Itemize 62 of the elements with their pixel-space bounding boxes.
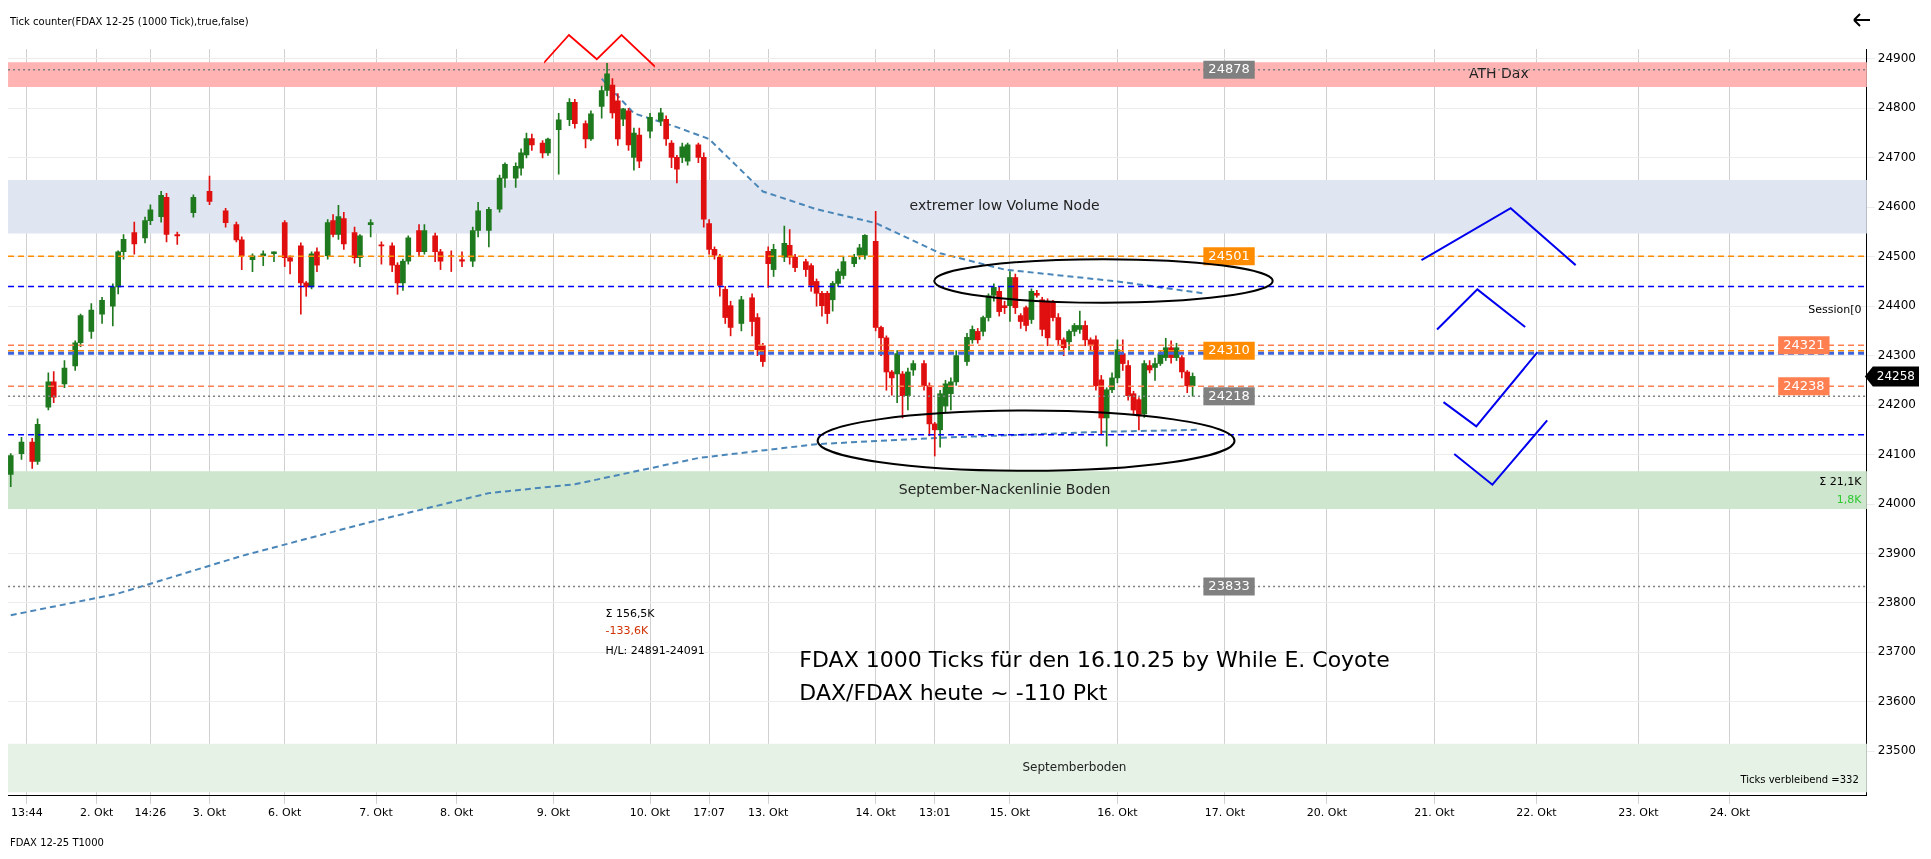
y-tick-label: 23600: [1877, 693, 1917, 708]
ref-line-label: 24878: [1208, 61, 1250, 77]
annotation: Ticks verbleibend =332: [1739, 773, 1859, 785]
text: 24258: [1876, 368, 1916, 383]
annotation: DAX/FDAX heute ~ -110 Pkt: [799, 680, 1108, 706]
x-tick-label: 10. Okt: [629, 806, 671, 820]
text: FDAX 12-25 T1000: [10, 836, 104, 848]
x-tick-label: 13:44: [11, 806, 43, 820]
x-tick-label: 2. Okt: [80, 806, 115, 820]
y-tick-label: 24100: [1877, 446, 1917, 461]
y-tick-label: 24300: [1877, 347, 1917, 362]
x-tick-label: 13. Okt: [748, 806, 790, 820]
x-tick-label: 22. Okt: [1516, 806, 1558, 820]
x-tick-label: 17. Okt: [1204, 806, 1246, 820]
x-tick-label: 6. Okt: [268, 806, 303, 820]
ref-line-label: 23833: [1208, 577, 1250, 593]
line-series: [9, 428, 1199, 617]
annotation: Σ 21,1K: [1819, 474, 1863, 488]
annotation: Session[0: [1808, 302, 1862, 316]
band-label: ATH Dax: [1468, 65, 1529, 82]
y-tick-label: 24500: [1877, 248, 1917, 263]
band-label: Septemberboden: [1022, 760, 1127, 775]
y-tick-label: 24000: [1877, 496, 1917, 511]
ref-line-label: 24218: [1208, 387, 1250, 403]
annotation: FDAX 1000 Ticks für den 16.10.25 by While E. Coyote: [799, 647, 1390, 672]
annotation: -133,6K: [605, 624, 649, 638]
x-tick-label: 14. Okt: [855, 806, 897, 820]
chart-subtitle: Tick counter(FDAX 12-25 (1000 Tick),true,false): [9, 15, 249, 27]
x-tick-label: 7. Okt: [359, 806, 394, 820]
x-tick-label: 3. Okt: [192, 806, 227, 820]
x-tick-label: 20. Okt: [1306, 806, 1348, 820]
y-tick-label: 24900: [1877, 51, 1917, 66]
annotation: Σ 156,5K: [605, 607, 656, 621]
x-tick-label: 16. Okt: [1097, 806, 1139, 820]
y-tick-label: 23700: [1877, 644, 1917, 659]
x-tick-label: 9. Okt: [536, 806, 571, 820]
ref-line-label: 24238: [1783, 377, 1825, 393]
ref-line-label: 24310: [1208, 342, 1250, 358]
ref-line-label: 24501: [1208, 247, 1250, 263]
y-tick-label: 24800: [1877, 100, 1917, 115]
ref-line-label: 24321: [1783, 336, 1825, 352]
x-tick-label: 21. Okt: [1414, 806, 1456, 820]
x-tick-label: 24. Okt: [1709, 806, 1751, 820]
x-tick-label: 8. Okt: [439, 806, 474, 820]
y-tick-label: 24200: [1877, 397, 1917, 412]
y-tick-label: 23500: [1877, 743, 1917, 758]
x-tick-label: 13:01: [918, 806, 951, 820]
x-tick-label: 15. Okt: [989, 806, 1031, 820]
line-series: [600, 77, 1205, 295]
x-tick-label: 14:26: [134, 806, 167, 820]
annotation: 1,8K: [1836, 492, 1863, 506]
x-tick-label: 23. Okt: [1618, 806, 1660, 820]
band-label: extremer low Volume Node: [909, 197, 1100, 214]
y-tick-label: 24700: [1877, 149, 1917, 164]
y-tick-label: 24600: [1877, 199, 1917, 214]
annotation: H/L: 24891-24091: [605, 644, 705, 658]
y-tick-label: 24400: [1877, 298, 1917, 313]
band-label: September-Nackenlinie Boden: [898, 480, 1111, 497]
x-tick-label: 17:07: [693, 806, 725, 820]
y-tick-label: 23800: [1877, 595, 1917, 610]
candlestick: [459, 251, 465, 267]
y-tick-label: 23900: [1877, 545, 1917, 560]
